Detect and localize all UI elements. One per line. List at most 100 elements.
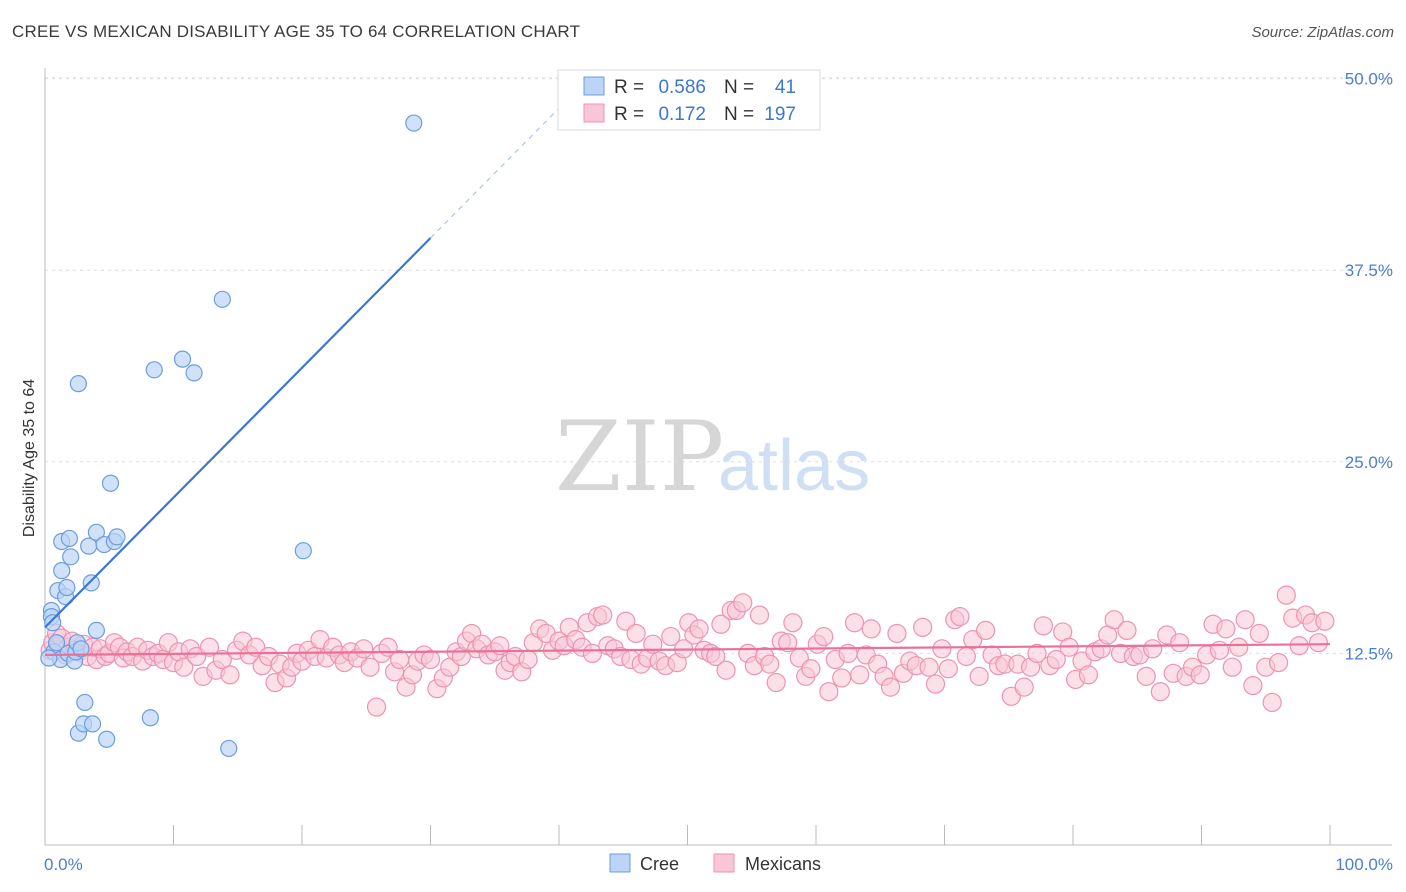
watermark-zip: ZIP xyxy=(555,401,724,513)
data-point-mexicans xyxy=(220,665,240,685)
data-point-mexicans xyxy=(1262,692,1282,713)
y-axis-title: Disability Age 35 to 64 xyxy=(21,379,38,537)
data-point-mexicans xyxy=(850,665,870,685)
data-point-mexicans xyxy=(518,649,538,670)
data-point-mexicans xyxy=(1014,677,1034,697)
data-point-cree xyxy=(58,578,76,597)
data-point-mexicans xyxy=(354,639,374,659)
data-point-mexicans xyxy=(390,649,410,670)
legend-top: R = 0.586 N = 41 R = 0.172 N = 197 xyxy=(557,69,821,131)
data-point-mexicans xyxy=(969,666,989,686)
data-point-cree xyxy=(108,528,126,546)
data-point-mexicans xyxy=(1308,633,1329,653)
y-tick-label: 50.0% xyxy=(1345,70,1393,89)
data-point-cree xyxy=(294,542,312,560)
data-point-mexicans xyxy=(1229,637,1249,657)
data-point-mexicans xyxy=(925,674,946,694)
data-point-cree xyxy=(87,621,106,640)
data-point-mexicans xyxy=(593,605,613,625)
data-point-mexicans xyxy=(814,626,834,647)
data-point-cree xyxy=(145,361,163,379)
data-point-mexicans xyxy=(174,657,194,677)
trend-line-mexicans xyxy=(44,643,1331,657)
data-point-mexicans xyxy=(1078,665,1099,685)
data-point-cree xyxy=(53,562,71,580)
data-point-mexicans xyxy=(1104,610,1124,630)
data-point-mexicans xyxy=(616,611,636,631)
data-point-mexicans xyxy=(760,654,780,674)
data-point-mexicans xyxy=(1268,652,1289,673)
data-point-cree xyxy=(40,649,58,667)
data-point-mexicans xyxy=(913,617,933,637)
data-point-cree xyxy=(141,709,159,727)
data-point-mexicans xyxy=(1136,666,1156,686)
legend-bottom: Cree Mexicans xyxy=(609,853,821,874)
legend-swatch-mexicans xyxy=(713,853,735,873)
data-point-mexicans xyxy=(582,643,603,664)
data-point-mexicans xyxy=(360,657,380,677)
y-tick-label: 25.0% xyxy=(1345,453,1393,472)
data-point-mexicans xyxy=(801,659,821,679)
data-point-cree xyxy=(72,640,90,658)
data-point-mexicans xyxy=(1143,639,1163,659)
data-point-mexicans xyxy=(887,623,907,644)
data-point-mexicans xyxy=(976,620,996,641)
data-point-mexicans xyxy=(1033,616,1054,636)
data-point-mexicans xyxy=(1235,610,1255,630)
data-point-cree xyxy=(213,290,231,308)
data-point-cree xyxy=(82,574,100,592)
data-point-mexicans xyxy=(778,633,798,653)
cree-series xyxy=(40,114,423,758)
legend-r-label: R = xyxy=(614,77,644,98)
data-point-mexicans xyxy=(1150,682,1170,702)
data-point-cree xyxy=(47,634,66,652)
trend-line-cree xyxy=(44,237,432,629)
chart-title: CREE VS MEXICAN DISABILITY AGE 35 TO 64 … xyxy=(12,22,581,41)
data-point-mexicans xyxy=(689,619,709,639)
legend-label-mexicans: Mexicans xyxy=(745,854,821,874)
y-tick-label: 37.5% xyxy=(1345,261,1393,280)
legend-n-value: 41 xyxy=(775,77,796,98)
data-point-mexicans xyxy=(1170,633,1190,653)
data-point-cree xyxy=(87,523,106,541)
data-point-mexicans xyxy=(1276,585,1296,605)
data-point-mexicans xyxy=(199,637,220,657)
data-point-cree xyxy=(62,548,80,566)
legend-swatch-cree xyxy=(609,853,631,873)
data-point-cree xyxy=(44,614,62,632)
legend-r-value: 0.172 xyxy=(658,104,706,125)
data-point-mexicans xyxy=(212,649,232,670)
legend-r-label: R = xyxy=(614,104,644,125)
data-point-mexicans xyxy=(938,659,958,679)
data-point-cree xyxy=(101,474,120,492)
data-point-mexicans xyxy=(749,605,770,625)
legend-label-cree: Cree xyxy=(640,854,679,874)
data-point-mexicans xyxy=(661,626,681,647)
data-point-mexicans xyxy=(880,677,901,697)
x-tick-label: 100.0% xyxy=(1335,855,1393,874)
data-point-cree xyxy=(173,350,192,368)
legend-swatch-cree xyxy=(583,76,605,96)
data-point-mexicans xyxy=(950,607,970,627)
legend-n-label: N = xyxy=(724,77,754,98)
data-point-mexicans xyxy=(1222,657,1242,677)
y-tick-label: 12.5% xyxy=(1345,644,1393,663)
data-point-mexicans xyxy=(919,657,939,677)
data-point-mexicans xyxy=(766,672,786,693)
legend-r-value: 0.586 xyxy=(658,77,706,98)
source-label: Source: ZipAtlas.com xyxy=(1251,24,1394,41)
data-point-mexicans xyxy=(716,660,736,680)
trend-lines xyxy=(44,81,1331,657)
data-point-mexicans xyxy=(1027,643,1047,664)
data-point-mexicans xyxy=(1249,623,1269,644)
data-point-cree xyxy=(60,529,79,548)
data-point-mexicans xyxy=(1046,649,1066,670)
data-point-mexicans xyxy=(626,623,646,644)
x-tick-labels: 0.0% 100.0% xyxy=(44,855,1393,874)
data-point-mexicans xyxy=(1243,675,1263,696)
data-point-mexicans xyxy=(932,639,952,659)
x-tick-label: 0.0% xyxy=(44,855,83,874)
legend-n-label: N = xyxy=(724,104,754,125)
data-point-mexicans xyxy=(1315,611,1335,631)
